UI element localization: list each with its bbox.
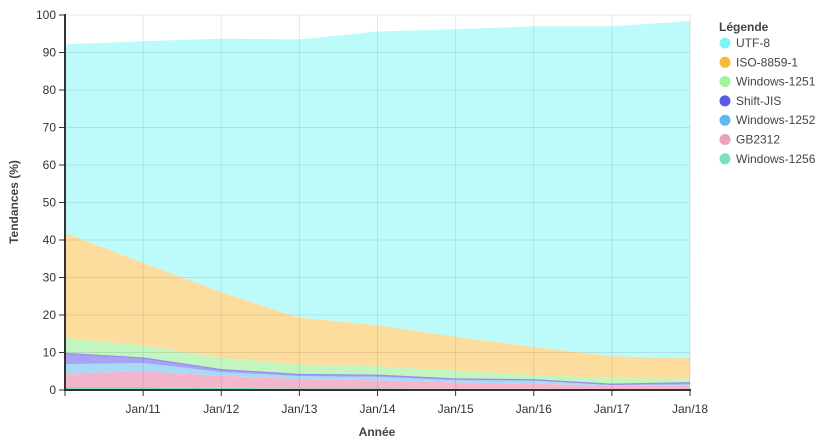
y-tick-label: 10: [43, 346, 57, 360]
y-tick-label: 30: [43, 271, 57, 285]
y-tick-label: 0: [49, 383, 56, 397]
y-tick-label: 70: [43, 121, 57, 135]
legend-title: Légende: [719, 20, 769, 34]
legend-label-utf-8: UTF-8: [736, 36, 770, 50]
stacked-areas: [64, 21, 691, 390]
legend-swatch-windows-1256: [719, 153, 731, 165]
x-tick-label: Jan/14: [359, 402, 395, 416]
gridlines: [65, 14, 691, 390]
legend-label-shift-jis: Shift-JIS: [736, 94, 781, 108]
y-tick-label: 50: [43, 196, 57, 210]
y-tick-label: 90: [43, 46, 57, 60]
legend-swatch-utf-8: [719, 37, 731, 49]
area-windows-1251: [65, 337, 690, 384]
legend-swatch-shift-jis: [719, 95, 731, 107]
legend: Légende UTF-8 ISO-8859-1 Windows-1251 Shift…: [719, 20, 816, 166]
x-tick-label: Jan/17: [594, 402, 630, 416]
y-tick-label: 100: [36, 8, 56, 22]
legend-label-windows-1251: Windows-1251: [736, 75, 816, 89]
x-tick-labels: Jan/11 Jan/12 Jan/13 Jan/14 Jan/15 Jan/16 Jan/…: [64, 390, 708, 416]
x-axis-title: Année: [359, 425, 396, 439]
y-tick-label: 20: [43, 308, 57, 322]
area-windows-1252: [65, 363, 690, 386]
legend-label-gb2312: GB2312: [736, 133, 780, 147]
x-tick-label: Jan/13: [281, 402, 317, 416]
legend-swatch-iso-8859-1: [719, 56, 731, 68]
area-iso-8859-1: [65, 232, 690, 379]
x-tick-label: Jan/12: [203, 402, 239, 416]
area-utf-8: [65, 21, 690, 359]
y-tick-label: 80: [43, 83, 57, 97]
x-tick-label: Jan/16: [516, 402, 552, 416]
y-tick-label: 40: [43, 233, 57, 247]
y-tick-labels: 0 10 20 30 40 50 60 70 80 90 100: [36, 8, 65, 397]
legend-swatch-windows-1252: [719, 114, 731, 126]
x-tick-label: Jan/18: [672, 402, 708, 416]
y-tick-label: 60: [43, 158, 57, 172]
x-tick-label: Jan/15: [438, 402, 474, 416]
legend-label-windows-1252: Windows-1252: [736, 113, 816, 127]
x-tick-label: Jan/11: [126, 402, 161, 416]
legend-label-iso-8859-1: ISO-8859-1: [736, 55, 798, 69]
legend-swatch-windows-1251: [719, 76, 731, 88]
y-axis-title: Tendances (%): [7, 160, 21, 244]
legend-label-windows-1256: Windows-1256: [736, 152, 816, 166]
legend-swatch-gb2312: [719, 134, 731, 145]
